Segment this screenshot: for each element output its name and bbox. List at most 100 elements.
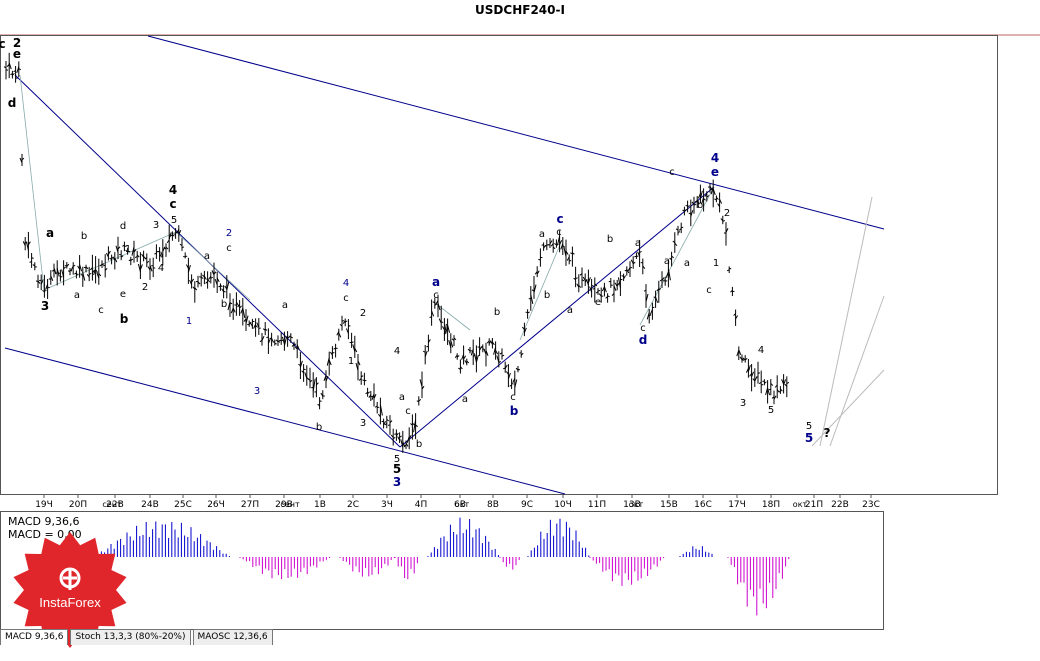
- ohlc-bar: [25, 231, 31, 259]
- ohlc-bar: [137, 252, 143, 280]
- ohlc-bar-close: [712, 188, 716, 196]
- ohlc-bar-close: [466, 360, 470, 364]
- x-tick-label: 2С: [347, 500, 359, 510]
- ohlc-bar: [275, 335, 281, 346]
- ohlc-bar-close: [165, 246, 169, 250]
- ohlc-bar-close: [264, 328, 268, 331]
- tab-macd[interactable]: MACD 9,36,6: [0, 629, 69, 645]
- ohlc-bar-close: [226, 281, 230, 290]
- ohlc-bar: [781, 374, 787, 394]
- ohlc-bar-open: [141, 253, 145, 258]
- ohlc-bar-open: [115, 245, 119, 253]
- ohlc-bar: [758, 370, 764, 394]
- ohlc-bar: [349, 332, 354, 348]
- ohlc-bar-open: [406, 436, 410, 444]
- ohlc-bar-open: [336, 331, 340, 336]
- ohlc-bar-open: [576, 283, 580, 288]
- ohlc-bar-open: [339, 323, 343, 327]
- ohlc-bar: [512, 370, 518, 395]
- tab-maosc[interactable]: MAOSC 12,36,6: [192, 629, 273, 645]
- ohlc-bar-open: [531, 289, 535, 292]
- ohlc-bar-open: [147, 266, 151, 271]
- ohlc-bar: [522, 322, 527, 337]
- ohlc-bar-open: [675, 228, 679, 231]
- ohlc-bar: [742, 355, 748, 363]
- ohlc-bar-close: [21, 157, 25, 160]
- ohlc-bar-close: [690, 210, 694, 217]
- ohlc-bar: [659, 271, 665, 289]
- ohlc-bar-open: [784, 383, 788, 387]
- ohlc-bar-close: [773, 395, 777, 400]
- ohlc-bar-close: [351, 341, 354, 344]
- ohlc-bar-open: [249, 322, 253, 327]
- ohlc-bar-open: [611, 292, 615, 297]
- wave-label: 5: [806, 421, 812, 432]
- ohlc-bar-open: [646, 312, 650, 320]
- ohlc-bar: [80, 266, 86, 287]
- ohlc-bar: [374, 401, 380, 414]
- ohlc-bar-close: [181, 246, 185, 248]
- ohlc-bar-open: [317, 403, 320, 407]
- x-tick-label: 17Ч: [728, 500, 746, 510]
- ohlc-bar-close: [242, 308, 246, 319]
- ohlc-bar-close: [194, 287, 198, 291]
- ohlc-bar-open: [294, 346, 298, 350]
- ohlc-bar-open: [659, 279, 663, 282]
- ohlc-bar-close: [770, 383, 774, 386]
- ohlc-bar-close: [767, 387, 771, 396]
- ohlc-bar: [697, 184, 703, 204]
- ohlc-bar: [470, 339, 476, 365]
- ohlc-bar-open: [298, 363, 301, 366]
- ohlc-bar: [160, 239, 166, 266]
- ohlc-bar: [429, 299, 435, 326]
- ohlc-bar: [317, 397, 322, 410]
- ohlc-bar-close: [658, 288, 662, 291]
- ohlc-bar-open: [704, 193, 708, 197]
- ohlc-bar-open: [166, 239, 170, 244]
- ohlc-bar-open: [665, 271, 669, 278]
- ohlc-bar-close: [360, 375, 364, 378]
- ohlc-bar: [10, 70, 15, 79]
- ohlc-bar: [176, 225, 182, 242]
- ohlc-bar-open: [365, 391, 368, 395]
- ohlc-bar: [483, 342, 489, 367]
- ohlc-bar-close: [255, 324, 258, 328]
- ohlc-bar-close: [719, 199, 723, 204]
- ohlc-bar: [105, 246, 111, 261]
- ohlc-bar-close: [581, 279, 585, 282]
- ohlc-bar-close: [341, 320, 345, 322]
- ohlc-bar-close: [613, 285, 617, 292]
- ohlc-bar: [67, 268, 73, 276]
- ohlc-bar: [205, 271, 211, 289]
- ohlc-bar-close: [783, 379, 787, 386]
- ohlc-bar-open: [323, 375, 327, 381]
- wave-label: c: [556, 227, 562, 238]
- ohlc-bar: [458, 359, 463, 374]
- wave-label: 3: [153, 220, 159, 231]
- ohlc-bar-close: [578, 285, 582, 288]
- ohlc-bar-close: [616, 282, 620, 287]
- ohlc-bar: [528, 286, 534, 311]
- ohlc-bar: [144, 253, 150, 268]
- ohlc-bar: [157, 247, 163, 262]
- ohlc-bar-open: [739, 356, 743, 360]
- ohlc-bar: [503, 361, 508, 373]
- x-tick-label: 10Ч: [554, 500, 572, 510]
- ohlc-bar-close: [56, 268, 60, 277]
- ohlc-bar-close: [575, 277, 578, 280]
- ohlc-bar-close: [232, 307, 236, 313]
- ohlc-bar: [550, 238, 556, 253]
- ohlc-bar-open: [333, 347, 336, 350]
- ohlc-bar-open: [291, 344, 295, 347]
- ohlc-bar-open: [259, 339, 263, 343]
- macd-histogram: [94, 517, 790, 616]
- ohlc-bar: [112, 252, 118, 270]
- x-tick-label: 26Ч: [207, 500, 225, 510]
- ohlc-bar-close: [69, 269, 73, 272]
- wave-label: 3: [360, 418, 366, 429]
- ohlc-bar-close: [597, 290, 601, 292]
- ohlc-bar: [531, 276, 537, 299]
- ohlc-bar-open: [90, 267, 93, 271]
- tab-stoch[interactable]: Stoch 13,3,3 (80%-20%): [70, 629, 191, 645]
- wave-label: 1: [186, 316, 192, 327]
